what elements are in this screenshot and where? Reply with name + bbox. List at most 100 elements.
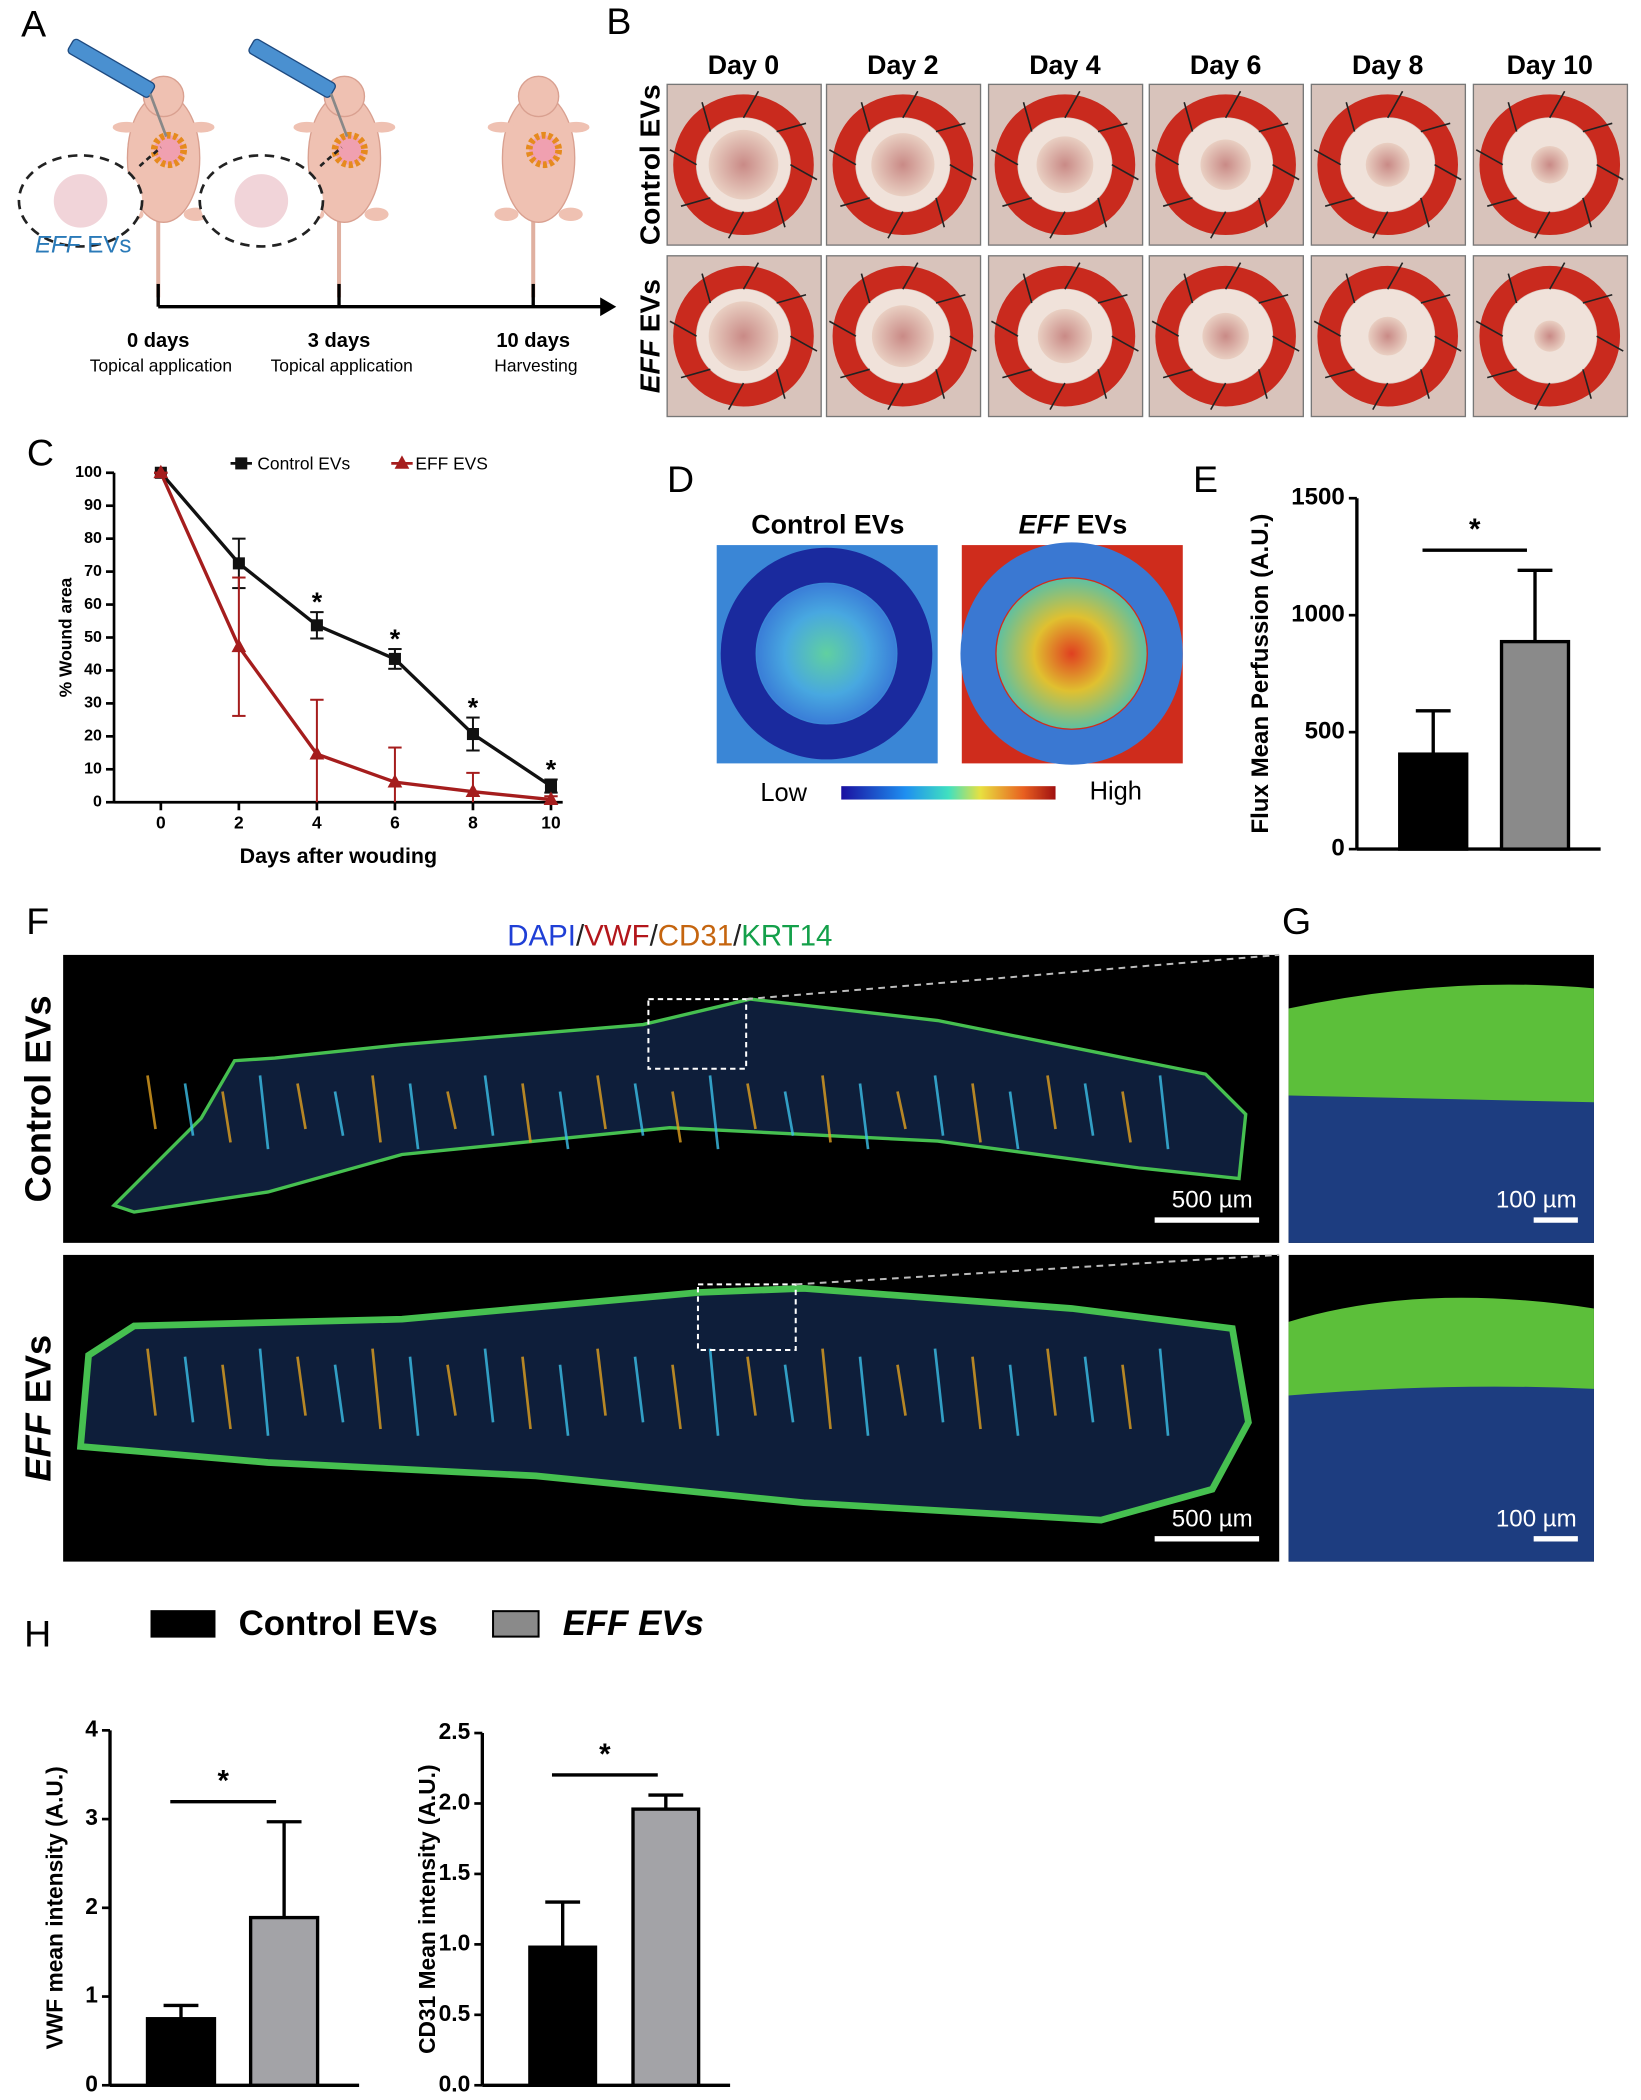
- error-bar: [163, 2003, 199, 2019]
- splint-ring: [832, 94, 974, 236]
- mouse-illustration: [487, 75, 590, 298]
- inset-pointer: [319, 146, 343, 168]
- suture: [935, 197, 946, 228]
- suture: [902, 262, 919, 290]
- suture: [1097, 369, 1108, 399]
- wound-bed: [1534, 320, 1566, 352]
- day-label: Day 4: [1029, 50, 1101, 80]
- vessel: [521, 1083, 532, 1143]
- vessel: [296, 1356, 307, 1416]
- vessel: [1083, 1356, 1095, 1423]
- splint-ring: [994, 265, 1136, 407]
- suture: [1049, 382, 1066, 411]
- y-tick-label: 0.0: [439, 2070, 471, 2096]
- mouse-illustration: [17, 38, 215, 298]
- vessel: [821, 1075, 832, 1143]
- vessel: [258, 1348, 270, 1436]
- wound-photo: [1472, 255, 1629, 418]
- y-tick-label: 100: [75, 463, 102, 481]
- bar: [1398, 752, 1469, 851]
- bar: [528, 1945, 598, 2087]
- scale-bar-label: 100 µm: [1496, 1187, 1577, 1214]
- wound-splint: [525, 131, 563, 169]
- vessel: [596, 1075, 607, 1130]
- vessel: [708, 1075, 720, 1150]
- data-point: [232, 557, 245, 570]
- suture: [1582, 197, 1592, 228]
- vessel: [896, 1364, 907, 1416]
- suture: [776, 122, 807, 133]
- wound-photo: [1472, 83, 1629, 246]
- vessel: [633, 1356, 645, 1423]
- data-point: [231, 638, 247, 653]
- suture: [935, 122, 966, 133]
- suture: [1064, 90, 1081, 119]
- scale-bar-label: 500 µm: [1172, 1187, 1253, 1214]
- suture: [1386, 262, 1404, 290]
- legend-label: Control EVs: [257, 453, 350, 473]
- series-line: [159, 472, 552, 802]
- vessel: [596, 1348, 607, 1416]
- significance-mark: *: [599, 1738, 611, 1771]
- vessel: [783, 1364, 795, 1423]
- suture: [1022, 273, 1033, 304]
- y-tick-label: 20: [84, 727, 102, 745]
- suture: [887, 211, 904, 239]
- data-point: [387, 774, 403, 788]
- y-tick-label: 70: [84, 562, 102, 580]
- map-title-text: Control EVs: [751, 509, 904, 539]
- vessel: [183, 1083, 195, 1136]
- splint-ring: [1317, 265, 1458, 407]
- splint-ring: [1479, 94, 1621, 236]
- bar: [145, 2017, 217, 2087]
- stain-name: CD31: [658, 919, 733, 952]
- data-point: [544, 780, 558, 793]
- y-axis-title: % Wound area: [56, 577, 76, 697]
- suture: [1049, 211, 1066, 239]
- vessel: [1046, 1075, 1057, 1130]
- suture: [1420, 369, 1430, 399]
- vessel: [1121, 1091, 1132, 1143]
- stain-name: DAPI: [507, 919, 576, 952]
- suture: [701, 273, 712, 304]
- y-tick-label: 1.5: [439, 1859, 471, 1885]
- suture: [1022, 102, 1033, 132]
- vessel: [408, 1356, 420, 1436]
- suture: [1002, 368, 1032, 379]
- y-tick-label: 500: [1305, 718, 1345, 745]
- y-tick-label: 30: [84, 694, 102, 712]
- legend-swatch: [150, 1610, 216, 1638]
- vessel: [746, 1083, 757, 1130]
- suture: [1183, 273, 1194, 304]
- suture: [1258, 122, 1289, 133]
- vessel: [333, 1364, 345, 1423]
- map-title-text: EVs: [1077, 509, 1128, 539]
- suture: [1258, 369, 1268, 399]
- suture: [1224, 262, 1242, 290]
- suture: [1507, 273, 1518, 304]
- vessel: [146, 1348, 157, 1416]
- suture: [742, 262, 760, 290]
- stain-name: /: [576, 919, 585, 952]
- zoom-line: [795, 1253, 1280, 1286]
- timeline-label: 3 days: [308, 330, 371, 352]
- y-axis-title: CD31 Mean intensity (A.U.): [414, 1764, 440, 2053]
- error-bar: [266, 1820, 302, 1918]
- vessel: [671, 1364, 682, 1430]
- suture: [991, 320, 1019, 337]
- x-tick-label: 2: [234, 812, 244, 832]
- scale-bar-label: 100 µm: [1496, 1505, 1577, 1532]
- vessel: [1083, 1083, 1095, 1136]
- suture: [1151, 320, 1180, 337]
- suture: [1183, 102, 1194, 132]
- wound-bed: [871, 133, 935, 197]
- y-axis-title: VWF mean intensity (A.U.): [41, 1766, 67, 2049]
- significance-mark: *: [468, 693, 479, 723]
- legend-marker: [235, 457, 248, 470]
- pipette: [67, 38, 156, 98]
- row-label: Control EVs: [635, 84, 666, 245]
- vessel: [221, 1364, 232, 1430]
- tissue-section: [110, 997, 1248, 1214]
- data-point: [466, 728, 479, 741]
